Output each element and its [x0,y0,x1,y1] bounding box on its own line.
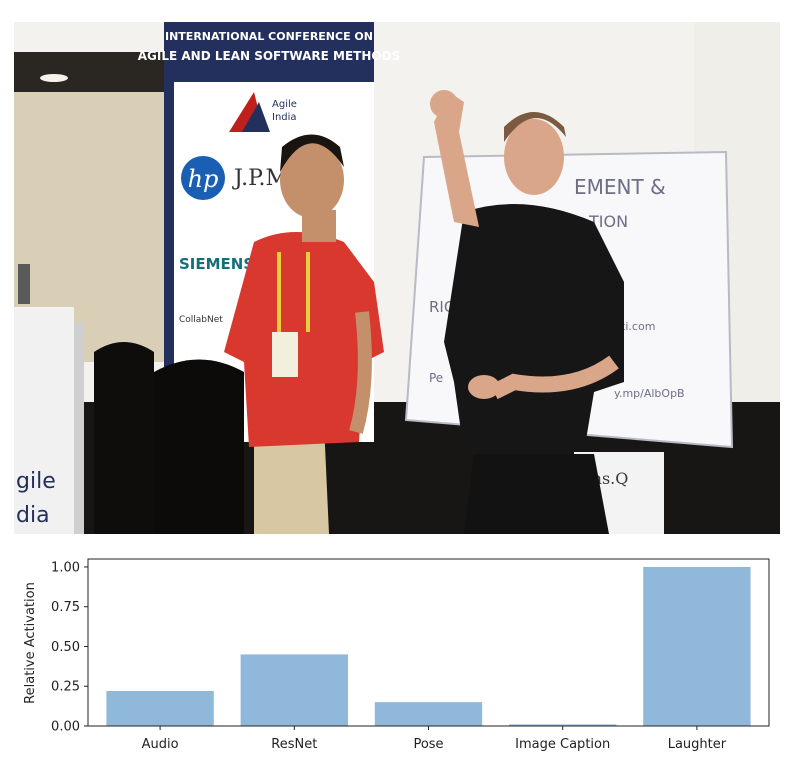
banner-line2: AGILE AND LEAN SOFTWARE METHODS [138,49,400,63]
banner-line1: INTERNATIONAL CONFERENCE ON [165,30,373,43]
whiteboard-line2: TION [588,212,628,231]
sponsor-siemens: SIEMENS [179,255,254,273]
y-tick-label: 0.25 [51,680,80,695]
sponsor-collabnet: CollabNet [179,315,223,325]
activation-bar-chart: 0.00 0.25 0.50 0.75 1.00 Audio ResNet Pose Imag… [23,558,770,752]
person-left [224,134,384,534]
agile-india-logo: Agile India [229,92,297,132]
x-tick-label: Laughter [668,737,727,752]
whiteboard-line1: EMENT & [574,175,666,199]
whiteboard-line5: Pe [429,371,443,385]
sponsor-hp: hp [188,165,219,193]
bar-laughter [643,566,751,726]
conference-photo: INTERNATIONAL CONFERENCE ON AGILE AND LE… [14,22,780,534]
y-axis-title: Relative Activation [23,582,38,704]
y-tick-label: 0.50 [51,640,80,655]
x-ticks: Audio ResNet Pose Image Caption Laughter [142,726,727,752]
bar-resnet [240,654,348,726]
x-tick-label: Pose [413,737,443,752]
x-tick-label: ResNet [271,737,317,752]
agile-logo-word1: Agile [272,99,297,110]
whiteboard-line6: y.mp/AlbOpB [614,387,685,400]
bar-image-caption [509,724,617,726]
y-tick-label: 0.75 [51,600,80,615]
whiteboard-line4: ki.com [619,320,655,333]
x-tick-label: Audio [142,737,179,752]
podium-line2: dia [16,503,50,528]
hp-logo: hp [181,156,225,200]
y-tick-label: 0.00 [51,720,80,735]
x-tick-label: Image Caption [515,737,610,752]
y-tick-label: 1.00 [51,560,80,575]
bars-layer [106,566,751,726]
sponsor-jpm: J.P.M [232,166,288,191]
y-ticks: 0.00 0.25 0.50 0.75 1.00 [51,560,88,735]
agile-logo-word2: India [272,112,297,123]
podium: gile dia [14,264,84,534]
bar-audio [106,691,214,726]
plot-frame [87,558,770,727]
bar-pose [374,702,483,726]
person-right [430,90,624,534]
podium-line1: gile [16,469,56,494]
